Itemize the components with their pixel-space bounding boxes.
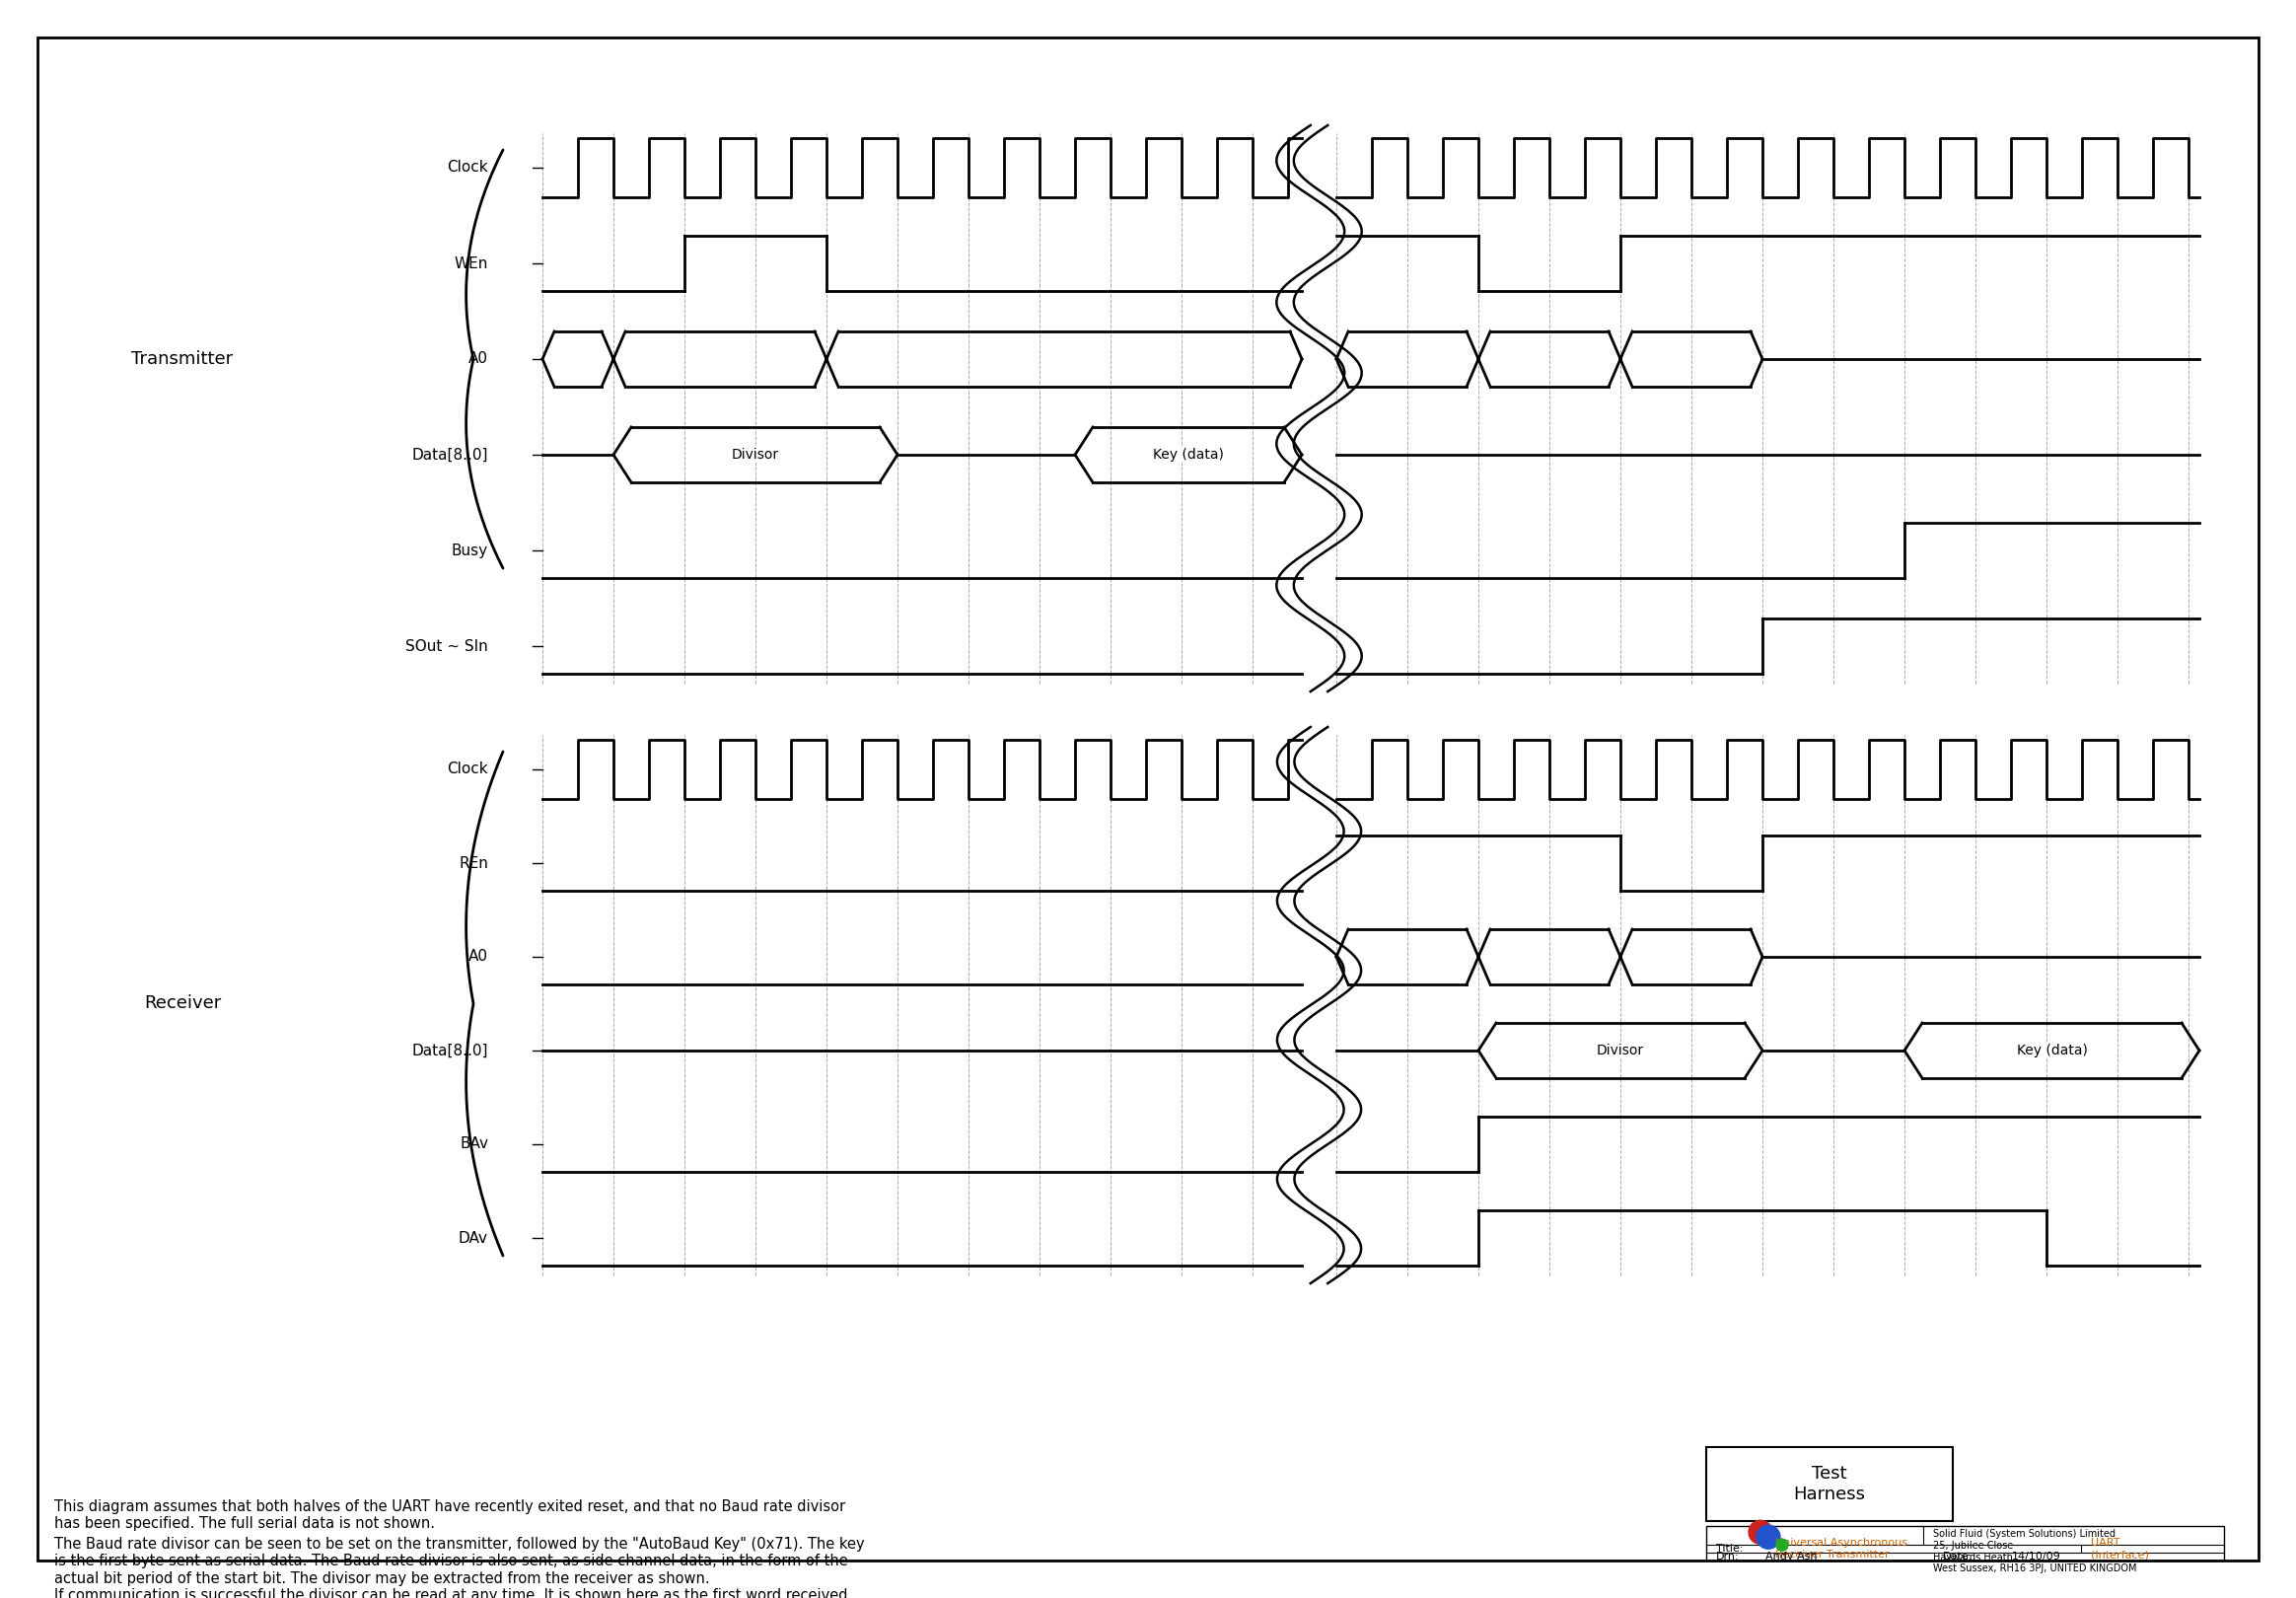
Text: REn: REn — [459, 855, 489, 871]
Text: Test
Harness: Test Harness — [1793, 1465, 1864, 1504]
Text: Key (data): Key (data) — [1153, 447, 1224, 462]
FancyBboxPatch shape — [1706, 1526, 2225, 1561]
Text: This diagram assumes that both halves of the UART have recently exited reset, an: This diagram assumes that both halves of… — [55, 1499, 845, 1531]
Text: A0: A0 — [468, 352, 489, 366]
Text: Drn:: Drn: — [1715, 1552, 1740, 1561]
Text: Andy Ash: Andy Ash — [1766, 1552, 1816, 1561]
Text: Universal Asynchronous
Receiver Transmitter: Universal Asynchronous Receiver Transmit… — [1775, 1539, 1908, 1560]
Text: Title:: Title: — [1715, 1544, 1743, 1553]
Text: Transmitter: Transmitter — [131, 350, 234, 368]
Text: Key (data): Key (data) — [2016, 1043, 2087, 1058]
Text: SOut ~ SIn: SOut ~ SIn — [406, 639, 489, 654]
Text: Clock: Clock — [448, 762, 489, 777]
Text: Divisor: Divisor — [1596, 1043, 1644, 1058]
Text: WEn: WEn — [455, 256, 489, 270]
Text: The Baud rate divisor can be seen to be set on the transmitter, followed by the : The Baud rate divisor can be seen to be … — [55, 1537, 866, 1598]
Text: Solid Fluid (System Solutions) Limited
25, Jubilee Close
Haywards Heath
West Sus: Solid Fluid (System Solutions) Limited 2… — [1933, 1529, 2138, 1574]
Circle shape — [1756, 1524, 1779, 1548]
Text: Clock: Clock — [448, 160, 489, 176]
Text: A0: A0 — [468, 949, 489, 964]
Text: Divisor: Divisor — [732, 447, 778, 462]
Circle shape — [1777, 1539, 1789, 1550]
Text: 14/10/09: 14/10/09 — [2011, 1552, 2062, 1561]
FancyBboxPatch shape — [1706, 1448, 1954, 1521]
Text: Data[8..0]: Data[8..0] — [411, 447, 489, 462]
Circle shape — [1750, 1520, 1773, 1544]
Text: DAv: DAv — [459, 1230, 489, 1245]
Text: Busy: Busy — [452, 543, 489, 558]
Text: BAv: BAv — [459, 1136, 489, 1152]
Text: Date:: Date: — [1942, 1552, 1972, 1561]
Text: Data[8..0]: Data[8..0] — [411, 1043, 489, 1058]
Text: UART
(Interface): UART (Interface) — [2092, 1539, 2149, 1560]
Text: Receiver: Receiver — [145, 996, 220, 1013]
